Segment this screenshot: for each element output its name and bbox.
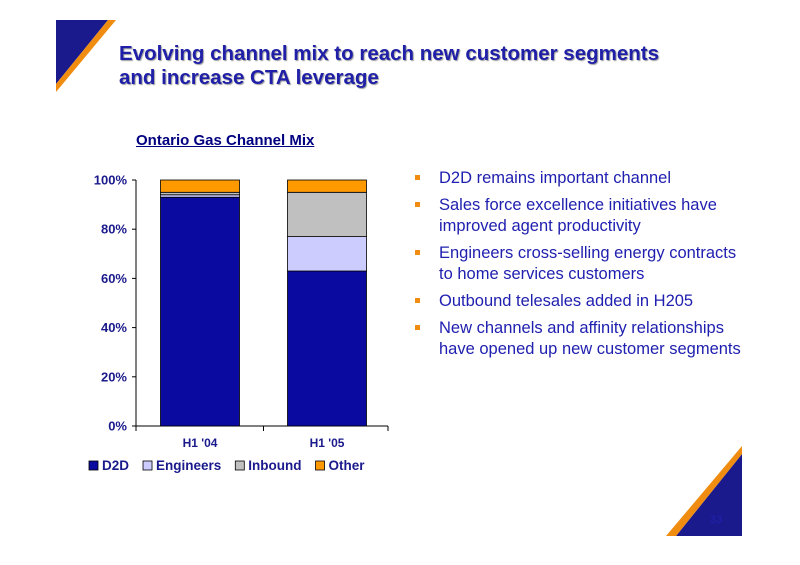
bar-segment-inbound xyxy=(287,191,367,237)
bar-segment-other xyxy=(287,179,367,193)
y-tick-label: 40% xyxy=(101,320,127,335)
x-tick-label: H1 '04 xyxy=(183,436,218,450)
slide-title-line-1: Evolving channel mix to reach new custom… xyxy=(119,42,659,65)
legend-label: Engineers xyxy=(156,458,221,473)
bar-segment-other xyxy=(160,179,240,193)
bar-segment-d2d xyxy=(287,270,367,427)
bullet-item: Engineers cross-selling energy contracts… xyxy=(413,243,753,285)
legend-label: D2D xyxy=(102,458,129,473)
corner-accent-bottom-right-orange xyxy=(666,446,742,536)
bullet-square-icon xyxy=(415,250,420,255)
legend-label: Inbound xyxy=(248,458,301,473)
x-tick-label: H1 '05 xyxy=(310,436,345,450)
bullet-item: New channels and affinity relationships … xyxy=(413,318,753,360)
y-tick-label: 20% xyxy=(101,369,127,384)
y-tick-label: 100% xyxy=(94,173,128,188)
bar-segment-d2d xyxy=(160,196,240,427)
legend-swatch xyxy=(142,460,153,471)
bullet-list: D2D remains important channel Sales forc… xyxy=(413,168,753,366)
bullet-square-icon xyxy=(415,202,420,207)
bullet-text: D2D remains important channel xyxy=(439,169,672,187)
y-tick-label: 0% xyxy=(108,419,127,434)
bullet-square-icon xyxy=(415,175,420,180)
legend-swatch xyxy=(234,460,245,471)
bullet-item: D2D remains important channel xyxy=(413,168,753,189)
bullet-text: New channels and affinity relationships … xyxy=(439,319,741,358)
bullet-text: Outbound telesales added in H205 xyxy=(439,292,694,310)
slide-title-line-2: and increase CTA leverage xyxy=(119,66,379,89)
y-tick-label: 80% xyxy=(101,222,127,237)
bullet-item: Outbound telesales added in H205 xyxy=(413,291,753,312)
page-number: 33 xyxy=(710,514,723,526)
bullet-square-icon xyxy=(415,325,420,330)
bullet-square-icon xyxy=(415,298,420,303)
corner-accent-top-left-orange xyxy=(56,20,116,92)
legend-swatch xyxy=(88,460,99,471)
legend-swatch xyxy=(315,460,325,471)
bullet-item: Sales force excellence initiatives have … xyxy=(413,195,753,237)
chart-title: Ontario Gas Channel Mix xyxy=(136,132,315,149)
bullet-text: Sales force excellence initiatives have … xyxy=(439,196,717,235)
y-tick-label: 60% xyxy=(101,271,127,286)
bullet-text: Engineers cross-selling energy contracts… xyxy=(439,244,737,283)
bar-segment-engineers xyxy=(287,236,367,272)
legend-label: Other xyxy=(329,458,366,473)
